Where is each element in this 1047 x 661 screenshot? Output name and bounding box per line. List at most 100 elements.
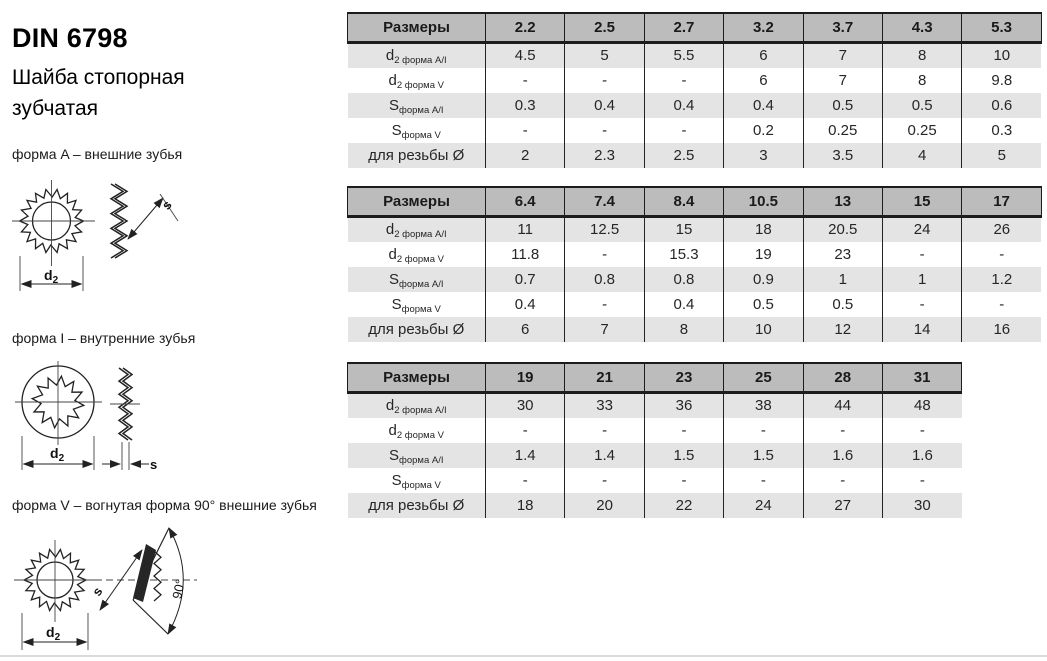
size-column-header: 4.3 (881, 12, 962, 44)
size-value-cell: 8 (643, 316, 724, 342)
size-value-cell: 10 (723, 316, 804, 342)
size-value-cell: 0.3 (961, 117, 1042, 143)
size-value-cell: 38 (723, 392, 804, 418)
size-value-cell: 18 (723, 216, 804, 242)
size-value-cell: 5.5 (643, 42, 724, 68)
row-label-subscript: форма A/I (399, 278, 444, 290)
row-label: d2 форма V (348, 418, 486, 443)
form-a-d2-dim-label: d2 (44, 267, 59, 286)
size-value-cell: - (564, 117, 645, 143)
size-column-header: 25 (723, 362, 804, 394)
table-row: Sформа A/I 0.3 0.4 0.4 0.4 0.5 0.5 0.6 (347, 92, 1042, 118)
size-value-cell: 2 (484, 142, 565, 168)
size-value-cell: 10 (961, 42, 1042, 68)
size-value-cell: - (484, 67, 565, 93)
size-value-cell: 30 (881, 492, 962, 518)
size-value-cell: 0.7 (484, 266, 565, 292)
size-value-cell: 0.25 (881, 117, 962, 143)
size-value-cell: - (881, 291, 962, 317)
row-label: для резьбы Ø (348, 493, 486, 518)
size-value-cell: 1 (881, 266, 962, 292)
row-label-main: для резьбы Ø (368, 320, 465, 338)
size-column-header: 5.3 (961, 12, 1042, 44)
row-label: d2 форма V (348, 68, 486, 93)
size-value-cell: 0.4 (723, 92, 804, 118)
size-value-cell: 1.2 (961, 266, 1042, 292)
row-label: d2 форма A/I (348, 393, 486, 418)
size-value-cell: 0.5 (723, 291, 804, 317)
size-value-cell: - (643, 67, 724, 93)
table-row: для резьбы Ø 18 20 22 24 27 30 (347, 492, 962, 518)
size-value-cell: 36 (643, 392, 724, 418)
size-value-cell: 0.25 (802, 117, 883, 143)
table-row: d2 форма V 11.8-15.3 19 23- - (348, 241, 1042, 267)
size-value-cell: 20 (564, 492, 645, 518)
row-label: Sформа A/I (348, 443, 486, 468)
size-value-cell: 0.4 (643, 291, 724, 317)
form-a-washer-drawing: d2 s (12, 180, 179, 291)
size-value-cell: 0.3 (484, 92, 565, 118)
size-value-cell: 14 (881, 316, 962, 342)
size-value-cell: 1.4 (564, 442, 645, 468)
size-column-header: 31 (881, 362, 963, 394)
row-label: Sформа A/I (348, 267, 486, 292)
row-label-subscript: форма A/I (399, 104, 444, 116)
form-i-washer-drawing: d2 s (15, 361, 157, 472)
table-row: d2 форма A/I 30 33 36 38 44 48 (347, 392, 962, 418)
row-label-main: S (391, 121, 402, 139)
size-value-cell: 12 (802, 316, 883, 342)
size-value-cell: 26 (961, 216, 1042, 242)
row-label: d2 форма A/I (348, 217, 486, 242)
size-value-cell: 48 (881, 392, 962, 418)
table-row: d2 форма V - - -6 7 8 9.8 (348, 67, 1042, 93)
size-value-cell: 0.4 (564, 92, 645, 118)
size-value-cell: 11 (484, 216, 565, 242)
size-value-cell: 7 (802, 42, 883, 68)
row-label-subscript: форма A/I (399, 454, 444, 466)
form-v-washer-drawing: d2 s 90° (14, 527, 197, 650)
size-value-cell: 6 (723, 42, 804, 68)
size-value-cell: - (802, 417, 883, 443)
row-label: Sформа V (348, 292, 486, 317)
size-value-cell: 0.5 (802, 92, 883, 118)
row-label-main: d (385, 47, 395, 65)
size-value-cell: 18 (484, 492, 565, 518)
subtitle-line-2: зубчатая (12, 97, 99, 120)
size-value-cell: 5 (961, 142, 1042, 168)
size-value-cell: - (564, 241, 645, 267)
form-i-label: форма I – внутренние зубья (12, 330, 196, 346)
size-column-header: 2.5 (564, 12, 645, 44)
size-column-header: 7.4 (564, 186, 645, 218)
size-value-cell: - (723, 417, 804, 443)
row-label-subscript: 2 форма V (396, 253, 444, 265)
size-value-cell: 16 (961, 316, 1042, 342)
size-value-cell: 2.3 (564, 142, 645, 168)
row-label-subscript: 2 форма V (396, 429, 444, 441)
form-v-s-dim-label: s (89, 584, 105, 599)
size-value-cell: 3.5 (802, 142, 883, 168)
row-label-main: S (389, 446, 400, 464)
size-value-cell: 5 (564, 42, 645, 68)
size-value-cell: 0.5 (881, 92, 962, 118)
row-label-main: S (391, 295, 402, 313)
size-value-cell: - (564, 291, 645, 317)
form-i-d2-dim-label: d2 (50, 445, 65, 464)
row-label-main: S (389, 270, 400, 288)
table-header-row: Размеры 6.4 7.4 8.4 10.5 13 15 17 (347, 186, 1042, 218)
size-value-cell: 1.6 (802, 442, 883, 468)
row-label-main: d (388, 421, 397, 439)
dimensions-corner-header: Размеры (347, 362, 486, 394)
subtitle-line-1: Шайба стопорная (12, 66, 185, 89)
row-label-subscript: 2 форма V (396, 79, 444, 91)
size-value-cell: 0.6 (961, 92, 1042, 118)
size-value-cell: 2.5 (643, 142, 724, 168)
size-value-cell: - (961, 291, 1042, 317)
size-value-cell: 44 (802, 392, 883, 418)
size-value-cell: - (564, 67, 645, 93)
size-value-cell: - (643, 417, 724, 443)
size-value-cell: 8 (881, 67, 962, 93)
size-value-cell: 1.6 (881, 442, 962, 468)
size-value-cell: 7 (564, 316, 645, 342)
size-table-3: Размеры 19 21 23 25 28 31 d2 форма A/I 30 33 36 38 4… (347, 362, 963, 518)
